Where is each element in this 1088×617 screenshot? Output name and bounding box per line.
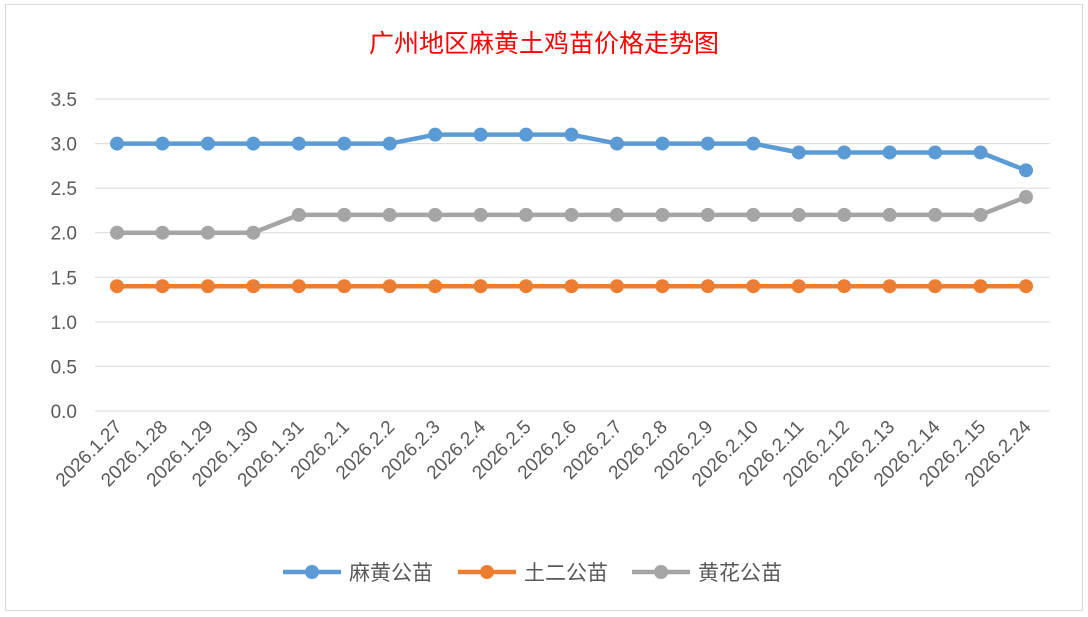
data-point xyxy=(110,136,124,151)
data-point xyxy=(564,127,579,142)
y-tick-label: 1.5 xyxy=(51,268,77,289)
data-point xyxy=(473,127,488,142)
data-point xyxy=(746,279,761,294)
y-tick-label: 3.5 xyxy=(51,90,77,111)
y-tick-label: 2.0 xyxy=(51,224,77,245)
data-point xyxy=(155,279,170,294)
data-point xyxy=(428,207,443,222)
y-tick-label: 0.0 xyxy=(51,402,77,423)
chart-frame xyxy=(5,4,1083,611)
data-point xyxy=(973,279,988,294)
y-tick-label: 2.5 xyxy=(51,179,77,200)
data-point xyxy=(655,207,670,222)
data-point xyxy=(110,279,124,294)
data-point xyxy=(791,279,806,294)
data-point xyxy=(428,127,443,142)
data-point xyxy=(700,136,715,151)
y-tick-label: 3.0 xyxy=(51,135,77,156)
data-point xyxy=(882,279,897,294)
data-point xyxy=(473,279,488,294)
chart-title: 广州地区麻黄土鸡苗价格走势图 xyxy=(368,29,719,58)
data-point xyxy=(382,279,397,294)
data-point xyxy=(609,207,624,222)
data-point xyxy=(700,279,715,294)
data-point xyxy=(382,207,397,222)
data-point xyxy=(1019,279,1033,294)
data-point xyxy=(337,279,352,294)
data-point xyxy=(700,207,715,222)
data-point xyxy=(746,136,761,151)
data-point xyxy=(337,207,352,222)
data-point xyxy=(928,145,943,160)
data-point xyxy=(973,207,988,222)
data-point xyxy=(1019,163,1033,178)
data-point xyxy=(291,136,306,151)
data-point xyxy=(1019,190,1033,205)
data-point xyxy=(655,279,670,294)
data-point xyxy=(428,279,443,294)
data-point xyxy=(609,279,624,294)
y-tick-label: 0.5 xyxy=(51,357,77,378)
data-point xyxy=(519,279,534,294)
data-point xyxy=(519,207,534,222)
data-point xyxy=(791,145,806,160)
legend-marker xyxy=(305,565,319,579)
data-point xyxy=(928,279,943,294)
legend-label: 土二公苗 xyxy=(524,561,608,585)
data-point xyxy=(382,136,397,151)
legend-label: 麻黄公苗 xyxy=(349,561,433,585)
data-point xyxy=(155,136,170,151)
data-point xyxy=(519,127,534,142)
y-tick-label: 1.0 xyxy=(51,313,77,334)
data-point xyxy=(337,136,352,151)
data-point xyxy=(746,207,761,222)
legend-marker xyxy=(480,565,494,579)
data-point xyxy=(655,136,670,151)
data-point xyxy=(564,279,579,294)
data-point xyxy=(110,225,124,240)
data-point xyxy=(246,279,261,294)
data-point xyxy=(200,225,215,240)
data-point xyxy=(473,207,488,222)
data-point xyxy=(246,136,261,151)
data-point xyxy=(609,136,624,151)
data-point xyxy=(291,279,306,294)
legend-marker xyxy=(654,565,668,579)
data-point xyxy=(837,279,852,294)
data-point xyxy=(973,145,988,160)
legend-label: 黄花公苗 xyxy=(698,561,782,585)
data-point xyxy=(837,145,852,160)
data-point xyxy=(200,279,215,294)
data-point xyxy=(564,207,579,222)
data-point xyxy=(200,136,215,151)
data-point xyxy=(882,145,897,160)
data-point xyxy=(291,207,306,222)
data-point xyxy=(882,207,897,222)
data-point xyxy=(155,225,170,240)
data-point xyxy=(837,207,852,222)
data-point xyxy=(928,207,943,222)
data-point xyxy=(246,225,261,240)
data-point xyxy=(791,207,806,222)
